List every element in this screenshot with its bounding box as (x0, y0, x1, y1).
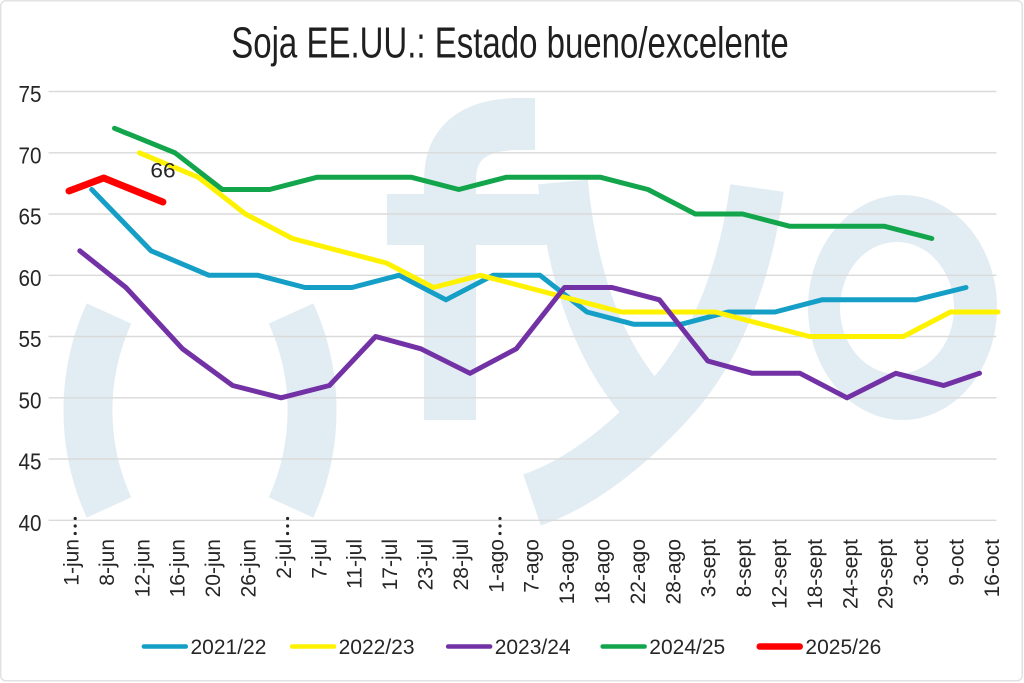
svg-text:20-jun: 20-jun (202, 539, 225, 597)
svg-text:9-oct: 9-oct (946, 539, 969, 586)
svg-text:65: 65 (18, 203, 41, 230)
svg-text:75: 75 (18, 81, 41, 108)
svg-text:29-sept: 29-sept (875, 539, 898, 609)
svg-text:50: 50 (18, 387, 41, 414)
svg-text:18-sept: 18-sept (804, 539, 827, 609)
svg-text:3-sept: 3-sept (698, 539, 721, 598)
svg-text:24-sept: 24-sept (839, 539, 862, 609)
svg-text:28-ago: 28-ago (662, 539, 685, 604)
svg-text:2021/22: 2021/22 (191, 636, 267, 659)
svg-text:Soja EE.UU.: Estado bueno/exce: Soja EE.UU.: Estado bueno/excelente (231, 19, 788, 68)
svg-text:8-jun: 8-jun (96, 539, 119, 586)
svg-text:22-ago: 22-ago (627, 539, 650, 604)
svg-text:16-oct: 16-oct (981, 539, 1004, 598)
svg-text:23-jul: 23-jul (415, 539, 438, 590)
svg-text:8-sept: 8-sept (733, 539, 756, 598)
svg-text:2-jul: 2-jul (273, 539, 296, 579)
svg-text:18-ago: 18-ago (592, 539, 615, 604)
svg-text:70: 70 (18, 142, 41, 169)
svg-text:17-jul: 17-jul (379, 539, 402, 590)
svg-text:11-jul: 11-jul (344, 539, 367, 589)
svg-text:2023/24: 2023/24 (495, 636, 571, 659)
svg-text:7-ago: 7-ago (521, 539, 544, 593)
svg-text:28-jul: 28-jul (450, 539, 473, 590)
svg-text:12-sept: 12-sept (769, 539, 792, 609)
svg-text:7-jul: 7-jul (308, 539, 331, 579)
svg-text:26-jun: 26-jun (238, 539, 261, 597)
svg-text:16-jun: 16-jun (167, 539, 190, 597)
svg-text:45: 45 (18, 448, 41, 475)
svg-text:1-jun: 1-jun (61, 539, 84, 586)
svg-text:12-jun: 12-jun (131, 539, 154, 597)
svg-text:13-ago: 13-ago (556, 539, 579, 604)
svg-text:3-oct: 3-oct (910, 539, 933, 586)
svg-text:1-ago: 1-ago (485, 539, 508, 593)
svg-text:66: 66 (150, 158, 175, 182)
svg-text:2022/23: 2022/23 (339, 636, 415, 659)
svg-text:60: 60 (18, 265, 41, 292)
svg-text:2024/25: 2024/25 (649, 636, 725, 659)
svg-text:55: 55 (18, 326, 41, 353)
svg-text:40: 40 (18, 510, 41, 537)
svg-text:2025/26: 2025/26 (805, 636, 881, 659)
